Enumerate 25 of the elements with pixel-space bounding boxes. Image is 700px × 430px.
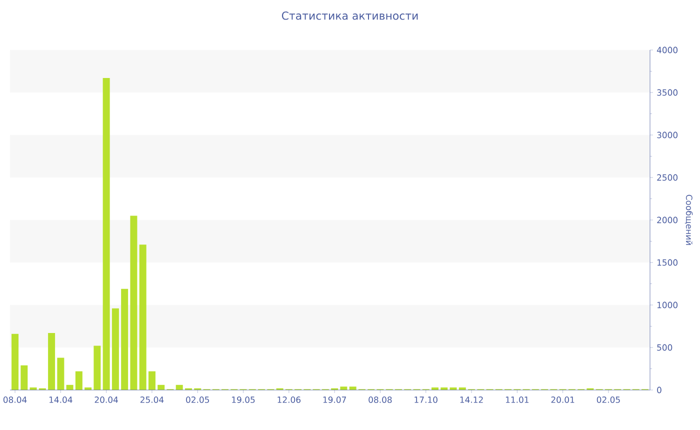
x-tick-label: 08.04 — [3, 396, 27, 403]
x-tick-label: 12.06 — [278, 396, 301, 403]
x-tick-label: 02.05 — [596, 396, 620, 403]
x-tick-label: 20.04 — [94, 396, 118, 403]
x-tick-label: 11.01 — [506, 396, 529, 403]
x-tick-label: 02.05 — [186, 396, 209, 403]
y-tick-label: 2000 — [657, 216, 678, 224]
y-tick-label: 1500 — [657, 259, 678, 266]
x-tick-label: 14.04 — [49, 396, 72, 403]
y-tick-label: 1000 — [657, 302, 678, 308]
y-tick-label: 3000 — [657, 132, 678, 138]
y-axis-title: Сообщений — [684, 194, 693, 245]
chart-title: Статистика активности — [282, 12, 418, 20]
x-tick-label: 25.04 — [140, 396, 164, 403]
x-tick-label: 19.07 — [323, 396, 346, 403]
y-tick-label: 2500 — [657, 174, 678, 181]
y-tick-label: 0 — [657, 386, 662, 394]
x-tick-label: 14.12 — [460, 396, 483, 403]
y-tick-label: 3500 — [657, 89, 678, 96]
y-tick-label: 500 — [657, 344, 672, 351]
x-tick-label: 17.10 — [414, 396, 438, 403]
x-tick-label: 08.08 — [368, 396, 392, 403]
x-tick-label: 20.01 — [551, 396, 574, 403]
x-tick-label: 19.05 — [232, 396, 255, 403]
y-tick-label: 4000 — [656, 46, 678, 54]
